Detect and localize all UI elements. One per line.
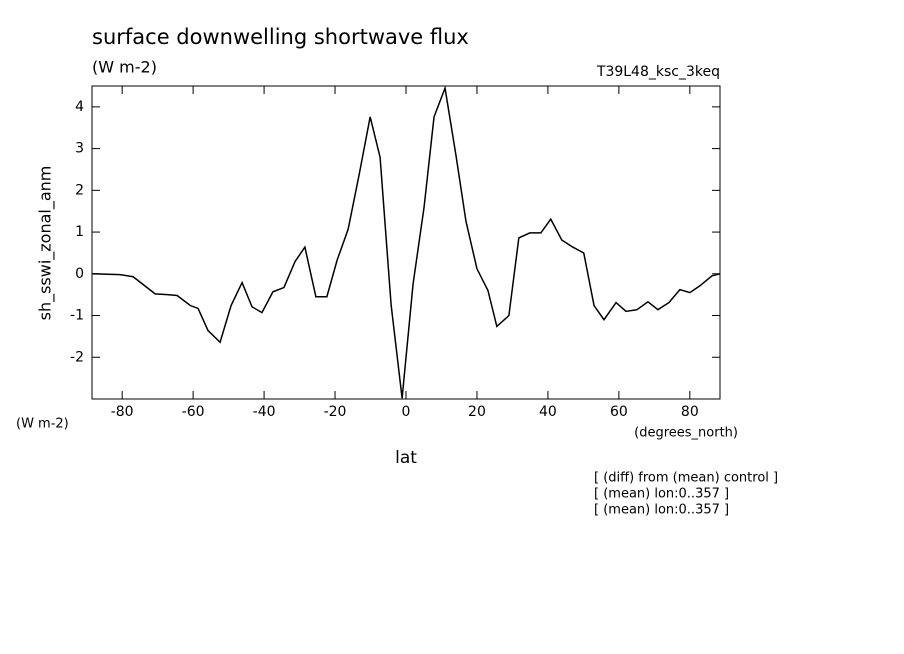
y-tick-label: 1 [75, 224, 84, 240]
chart-title: surface downwelling shortwave flux [92, 25, 469, 49]
x-tick-label: -80 [111, 404, 134, 420]
x-tick-label: -40 [253, 404, 276, 420]
x-units: (degrees_north) [634, 426, 738, 441]
dataset: T39L48_ksc_3keq [596, 64, 720, 80]
x-tick-label: 60 [610, 404, 628, 420]
note: [ (mean) lon:0..357 ] [594, 487, 729, 502]
y-axis-label: sh_sswi_zonal_anm [36, 166, 56, 321]
x-axis-label: lat [395, 448, 417, 468]
x-tick-label: 80 [681, 404, 699, 420]
x-tick-label: 0 [402, 404, 411, 420]
x-tick-label: -60 [182, 404, 205, 420]
note: [ (diff) from (mean) control ] [594, 471, 778, 486]
y-tick-label: 0 [75, 266, 84, 282]
y-units: (W m-2) [16, 417, 69, 432]
x-tick-label: 20 [468, 404, 486, 420]
note: [ (mean) lon:0..357 ] [594, 503, 729, 518]
y-tick-label: -1 [70, 308, 84, 324]
x-tick-label: -20 [324, 404, 347, 420]
data-line [91, 85, 721, 399]
x-tick-label: 40 [539, 404, 557, 420]
y-tick-label: -2 [70, 349, 84, 365]
y-tick-label: 3 [75, 141, 84, 157]
units: (W m-2) [92, 58, 157, 77]
y-tick-label: 2 [75, 182, 84, 198]
y-tick-label: 4 [75, 99, 84, 115]
